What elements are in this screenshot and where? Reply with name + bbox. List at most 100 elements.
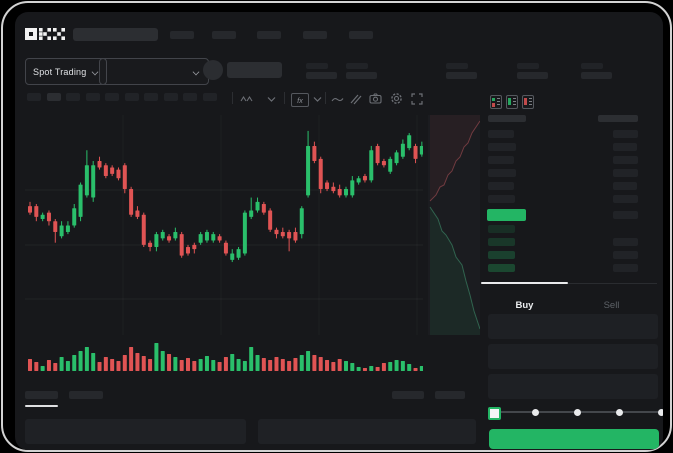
bottom-input-panel[interactable]: [25, 419, 246, 444]
order-form-field[interactable]: [488, 374, 658, 399]
orderbook-ask-row[interactable]: [480, 182, 658, 191]
bid-price-placeholder: [488, 251, 515, 259]
slider-handle[interactable]: [488, 407, 501, 420]
pair-name-placeholder: [227, 62, 282, 78]
icon-mark: [497, 101, 500, 102]
order-form-field[interactable]: [488, 344, 658, 369]
stat-value-placeholder: [517, 72, 548, 79]
line-type-icon[interactable]: [331, 96, 344, 103]
stat-label-placeholder: [446, 63, 468, 69]
settings-gear-icon[interactable]: [390, 92, 403, 105]
indicators-fx-icon[interactable]: fx: [291, 93, 309, 107]
orderbook-bid-row[interactable]: [480, 225, 658, 234]
last-price-row[interactable]: [480, 209, 658, 221]
timeframe-button-placeholder[interactable]: [85, 93, 100, 101]
timeframe-button-placeholder[interactable]: [46, 93, 61, 101]
orderbook-ask-row[interactable]: [480, 195, 658, 204]
nav-item-placeholder[interactable]: [257, 31, 281, 39]
last-price-highlight: [487, 209, 526, 221]
tab-sell[interactable]: Sell: [603, 300, 620, 311]
bid-price-placeholder: [488, 264, 515, 272]
timeframe-button-placeholder[interactable]: [163, 93, 178, 101]
ticker-stat-placeholder: [306, 63, 340, 81]
book-bids-view-icon[interactable]: [506, 95, 518, 109]
orderbook-bid-row[interactable]: [480, 251, 658, 260]
orderbook-ask-row[interactable]: [480, 130, 658, 139]
icon-mark: [513, 104, 516, 105]
bottom-tab-placeholder[interactable]: [25, 391, 58, 399]
ticker-stat-placeholder: [517, 63, 551, 81]
chevron-down-icon[interactable]: [267, 96, 277, 103]
icon-mark: [529, 101, 532, 102]
candle-style-icon[interactable]: [240, 95, 254, 103]
book-all-view-icon[interactable]: [490, 95, 502, 109]
bottom-input-panel[interactable]: [258, 419, 476, 444]
market-type-label: Spot Trading: [33, 66, 87, 77]
ask-price-placeholder: [488, 195, 515, 203]
draw-brush-icon[interactable]: [349, 93, 362, 105]
depth-preview-panel[interactable]: [428, 115, 480, 335]
timeframe-button-placeholder[interactable]: [144, 93, 158, 101]
stat-label-placeholder: [306, 63, 328, 69]
nav-item-placeholder[interactable]: [170, 31, 194, 39]
okx-logo[interactable]: [25, 27, 65, 41]
stat-label-placeholder: [346, 63, 368, 69]
timeframe-button-placeholder[interactable]: [183, 93, 197, 101]
header-search-placeholder[interactable]: [73, 28, 158, 41]
pair-selector-dropdown[interactable]: [99, 58, 209, 85]
bottom-action-placeholder[interactable]: [435, 391, 465, 399]
icon-mark: [497, 104, 500, 105]
orderbook-ask-row[interactable]: [480, 156, 658, 165]
stat-value-placeholder: [581, 72, 612, 79]
book-asks-view-icon[interactable]: [522, 95, 534, 109]
active-bottom-tab-indicator: [25, 405, 58, 407]
orderbook-ask-row[interactable]: [480, 143, 658, 152]
nav-item-placeholder[interactable]: [349, 31, 373, 39]
ask-price-placeholder: [488, 169, 516, 177]
fullscreen-icon[interactable]: [411, 93, 423, 105]
depth-chart: [429, 115, 480, 335]
icon-mark: [513, 98, 516, 99]
bottom-action-placeholder[interactable]: [392, 391, 424, 399]
nav-item-placeholder[interactable]: [212, 31, 236, 39]
slider-stop[interactable]: [531, 408, 539, 416]
slider-stop[interactable]: [615, 408, 623, 416]
bottom-tab-placeholder[interactable]: [69, 391, 103, 399]
pair-coin-icon: [203, 60, 223, 80]
ticker-stat-placeholder: [581, 63, 615, 81]
ask-amount-placeholder: [613, 130, 638, 138]
timeframe-button-placeholder[interactable]: [66, 93, 80, 101]
icon-mark: [513, 101, 516, 102]
orderbook-ask-row[interactable]: [480, 169, 658, 178]
volume-chart: [28, 343, 423, 371]
orderbook-bid-row[interactable]: [480, 264, 658, 273]
orderbook-bid-row[interactable]: [480, 238, 658, 247]
timeframe-button-placeholder[interactable]: [124, 93, 139, 101]
timeframe-button-placeholder[interactable]: [105, 93, 119, 101]
nav-item-placeholder[interactable]: [303, 31, 327, 39]
icon-mark: [529, 98, 532, 99]
camera-icon[interactable]: [369, 93, 382, 104]
icon-mark: [508, 97, 511, 105]
trading-app-window: Spot Trading fx: [15, 12, 663, 450]
slider-stop[interactable]: [657, 408, 663, 416]
buy-submit-button[interactable]: [489, 429, 659, 449]
active-trade-tab-indicator: [481, 282, 568, 284]
timeframe-button-placeholder[interactable]: [202, 93, 217, 101]
market-type-selector[interactable]: Spot Trading: [25, 58, 107, 85]
tab-buy[interactable]: Buy: [515, 300, 534, 311]
chevron-down-icon[interactable]: [313, 96, 323, 103]
candlestick-chart[interactable]: [25, 115, 423, 335]
col-header-placeholder: [598, 115, 638, 122]
ask-amount-placeholder: [613, 143, 637, 151]
slider-stop[interactable]: [573, 408, 581, 416]
ask-amount-placeholder: [613, 182, 637, 190]
stat-value-placeholder: [346, 72, 377, 79]
icon-mark: [524, 97, 527, 105]
order-form-field[interactable]: [488, 314, 658, 339]
bid-price-placeholder: [488, 225, 515, 233]
ticker-stat-placeholder: [346, 63, 380, 81]
timeframe-button-placeholder[interactable]: [27, 93, 41, 101]
bid-amount-placeholder: [613, 264, 638, 272]
